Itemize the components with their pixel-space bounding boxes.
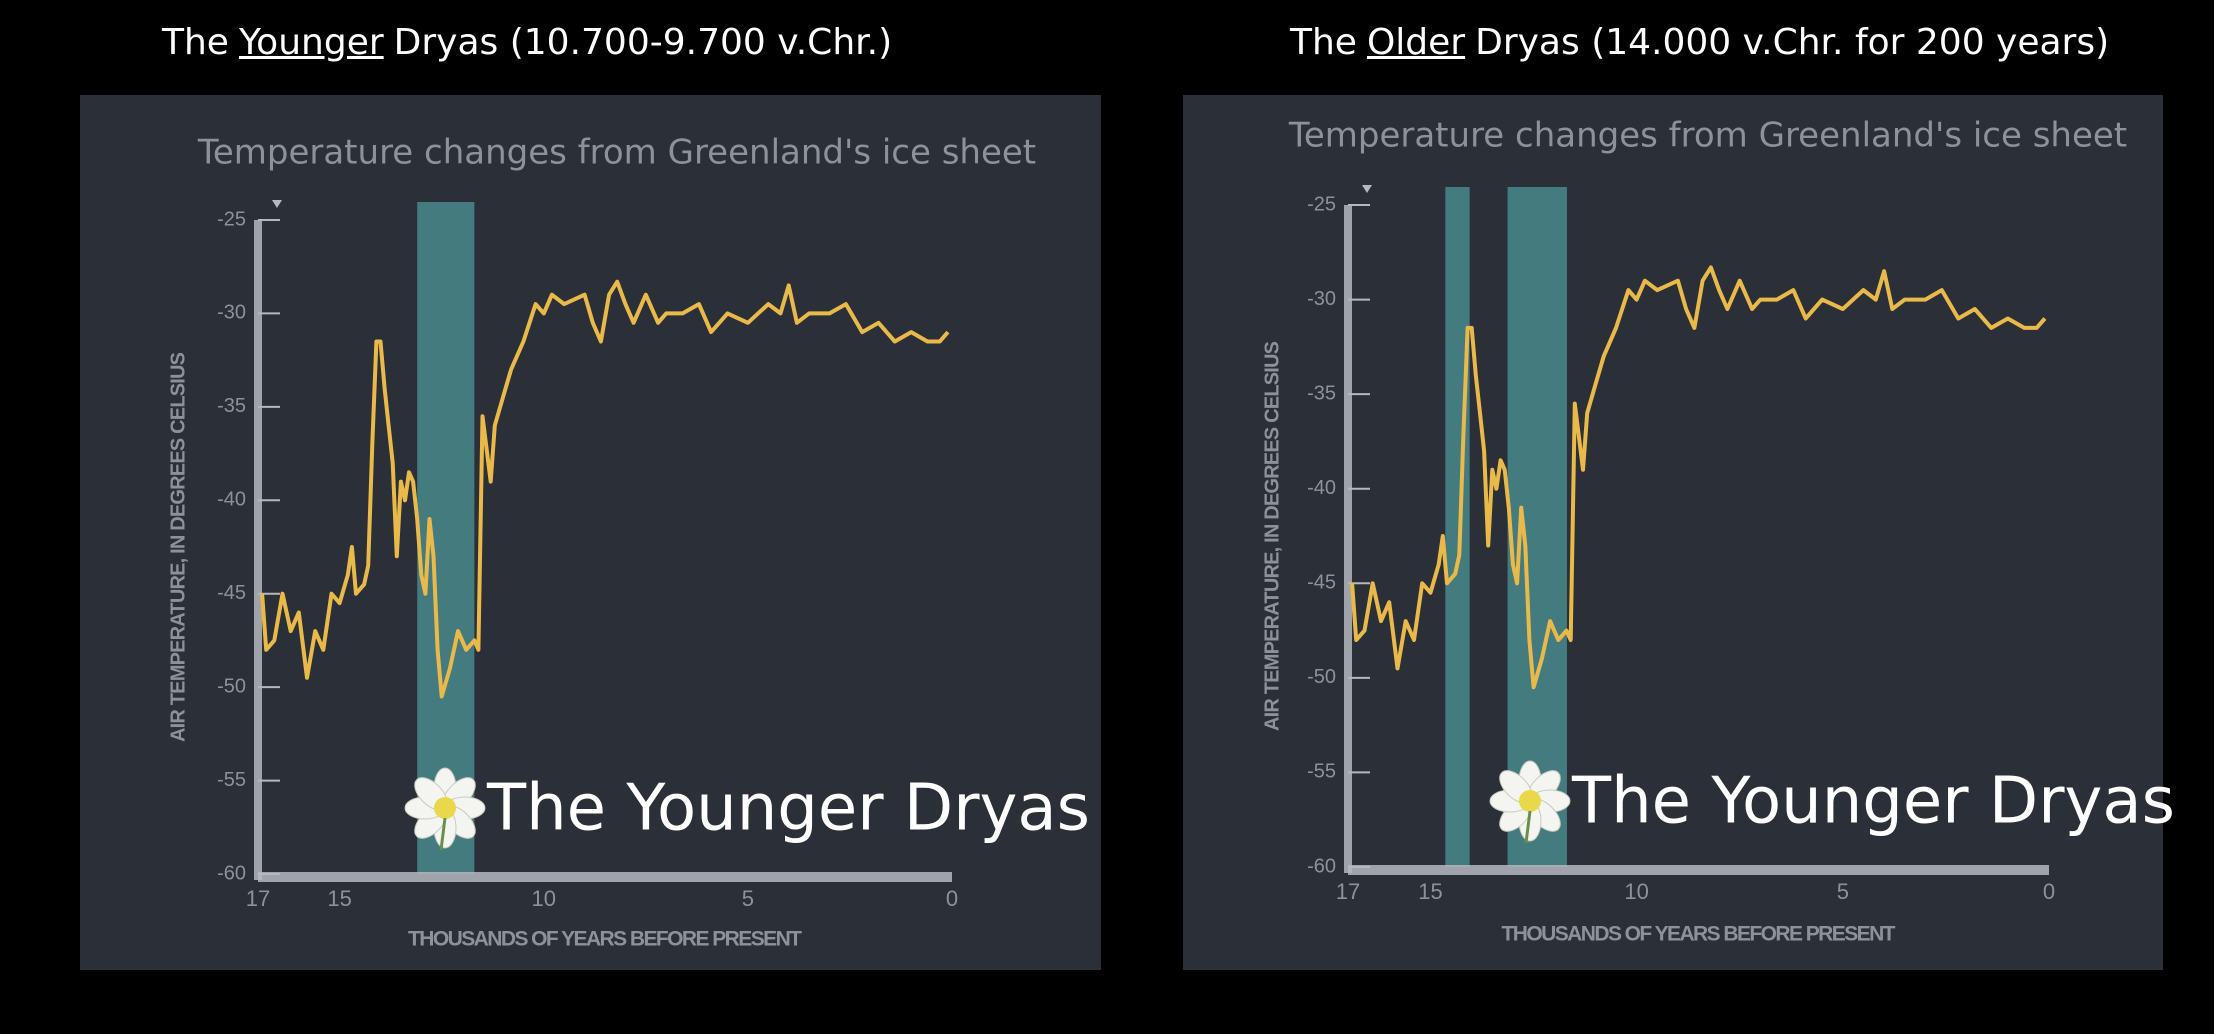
chart-title: Temperature changes from Greenland's ice… bbox=[1288, 116, 2127, 156]
y-axis-label: AIR TEMPERATURE, IN DEGREES CELSIUS bbox=[1261, 341, 1283, 731]
x-tick-label: 0 bbox=[946, 886, 958, 911]
panel-background bbox=[1183, 95, 2163, 970]
flower-stem bbox=[439, 817, 447, 851]
flower-stem bbox=[1524, 810, 1532, 844]
y-axis bbox=[254, 220, 262, 880]
y-axis-label: AIR TEMPERATURE, IN DEGREES CELSIUS bbox=[167, 352, 189, 742]
x-tick-label: 15 bbox=[1418, 879, 1442, 904]
y-tick-label: -45 bbox=[1307, 572, 1336, 594]
y-tick-label: -45 bbox=[217, 582, 246, 604]
heading: The Younger Dryas (10.700-9.700 v.Chr.) bbox=[162, 22, 892, 63]
heading-text: The bbox=[162, 22, 229, 63]
y-tick-label: -55 bbox=[217, 769, 246, 791]
y-tick-label: -55 bbox=[1307, 761, 1336, 783]
y-tick-label: -50 bbox=[1307, 666, 1336, 688]
y-tick-label: -25 bbox=[1307, 193, 1336, 215]
watermark: The Younger Dryas bbox=[1571, 765, 2175, 839]
chart-title: Temperature changes from Greenland's ice… bbox=[197, 133, 1036, 173]
y-tick-label: -50 bbox=[217, 675, 246, 697]
temperature-line bbox=[1350, 265, 2047, 690]
temperature-line bbox=[260, 279, 950, 699]
heading: The Older Dryas (14.000 v.Chr. for 200 yea… bbox=[1290, 22, 2109, 63]
y-axis bbox=[1344, 205, 1352, 873]
chart-panel: Temperature changes from Greenland's ice… bbox=[80, 95, 1101, 970]
x-axis-label: THOUSANDS OF YEARS BEFORE PRESENT bbox=[408, 928, 802, 951]
y-tick-label: -60 bbox=[217, 862, 246, 884]
shaded-band bbox=[1507, 187, 1567, 867]
shaded-band bbox=[1445, 187, 1470, 867]
y-tick-label: -35 bbox=[1307, 382, 1336, 404]
chart-panel: Temperature changes from Greenland's ice… bbox=[1183, 95, 2175, 970]
y-tick-label: -30 bbox=[217, 302, 246, 324]
x-tick-label: 10 bbox=[1624, 879, 1648, 904]
flower-center bbox=[434, 797, 456, 819]
x-tick-label: 17 bbox=[246, 886, 270, 911]
y-tick-label: -35 bbox=[217, 395, 246, 417]
x-tick-label: 0 bbox=[2043, 879, 2055, 904]
x-axis bbox=[1348, 865, 2049, 875]
x-tick-label: 17 bbox=[1336, 879, 1360, 904]
y-tick-label: -60 bbox=[1307, 855, 1336, 877]
heading-emphasis: Older bbox=[1366, 22, 1466, 63]
heading-text: Dryas (10.700-9.700 v.Chr.) bbox=[393, 22, 893, 63]
heading-emphasis: Younger bbox=[238, 22, 384, 63]
x-tick-label: 5 bbox=[1837, 879, 1849, 904]
heading-text: The bbox=[1290, 22, 1357, 63]
flower-icon bbox=[404, 767, 486, 851]
y-tick-label: -30 bbox=[1307, 288, 1336, 310]
y-tick-label: -25 bbox=[217, 208, 246, 230]
panel-background bbox=[80, 95, 1101, 970]
x-axis-label: THOUSANDS OF YEARS BEFORE PRESENT bbox=[1502, 923, 1896, 946]
y-tick-label: -40 bbox=[1307, 477, 1336, 499]
axis-marker bbox=[272, 200, 282, 208]
axis-marker bbox=[1362, 185, 1372, 193]
y-tick-label: -40 bbox=[217, 489, 246, 511]
x-tick-label: 5 bbox=[742, 886, 754, 911]
flower-icon bbox=[1489, 760, 1571, 844]
heading-text: Dryas (14.000 v.Chr. for 200 years) bbox=[1475, 22, 2110, 63]
x-tick-label: 15 bbox=[327, 886, 351, 911]
x-tick-label: 10 bbox=[532, 886, 556, 911]
x-axis bbox=[258, 872, 952, 882]
flower-center bbox=[1519, 790, 1541, 812]
watermark: The Younger Dryas bbox=[486, 772, 1090, 846]
